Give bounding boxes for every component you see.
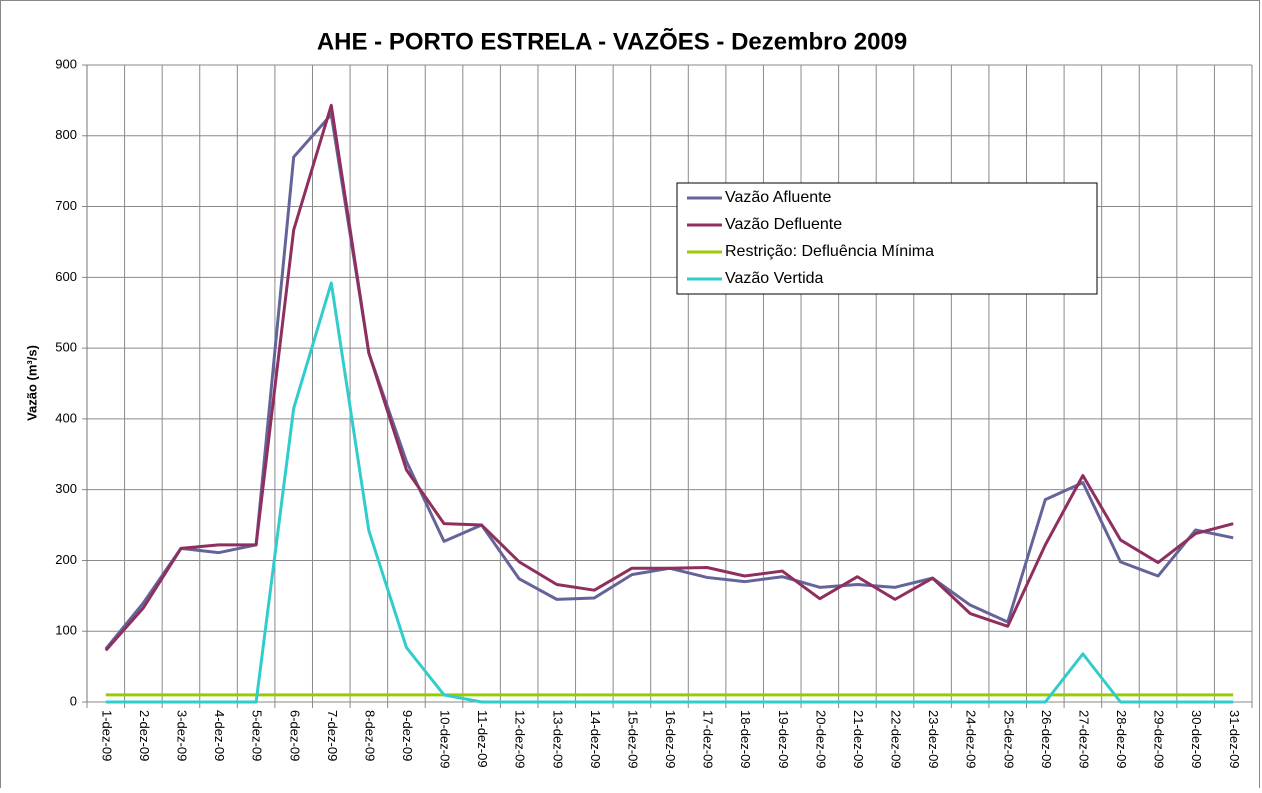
x-tick-label: 17-dez-09 bbox=[701, 710, 716, 769]
x-tick-label: 2-dez-09 bbox=[137, 710, 152, 761]
y-tick-label: 800 bbox=[55, 127, 77, 142]
legend-box bbox=[676, 182, 1098, 295]
x-tick-label: 4-dez-09 bbox=[212, 710, 227, 761]
y-tick-label: 700 bbox=[55, 198, 77, 213]
legend-label: Vazão Defluente bbox=[725, 216, 842, 233]
x-tick-label: 9-dez-09 bbox=[400, 710, 415, 761]
x-tick-label: 5-dez-09 bbox=[250, 710, 265, 761]
x-tick-label: 11-dez-09 bbox=[475, 710, 490, 768]
y-tick-label: 300 bbox=[55, 481, 77, 496]
y-tick-label: 200 bbox=[55, 552, 77, 567]
x-tick-label: 3-dez-09 bbox=[175, 710, 190, 761]
x-tick-label: 19-dez-09 bbox=[776, 710, 791, 769]
legend-label: Restrição: Defluência Mínima bbox=[725, 243, 934, 260]
x-tick-label: 12-dez-09 bbox=[513, 710, 528, 769]
legend-label: Vazão Vertida bbox=[725, 270, 824, 287]
x-tick-label: 29-dez-09 bbox=[1152, 710, 1167, 769]
x-tick-label: 20-dez-09 bbox=[813, 710, 828, 769]
x-tick-label: 27-dez-09 bbox=[1076, 710, 1091, 769]
x-tick-label: 15-dez-09 bbox=[625, 710, 640, 769]
x-tick-label: 13-dez-09 bbox=[550, 710, 565, 769]
series-line bbox=[104, 103, 1234, 652]
y-tick-label: 0 bbox=[70, 693, 77, 708]
x-tick-label: 21-dez-09 bbox=[851, 710, 866, 769]
x-tick-label: 24-dez-09 bbox=[964, 710, 979, 769]
x-tick-label: 14-dez-09 bbox=[588, 710, 603, 769]
chart-title: AHE - PORTO ESTRELA - VAZÕES - Dezembro … bbox=[317, 27, 907, 55]
y-axis-label: Vazão (m³/s) bbox=[24, 345, 39, 421]
y-tick-label: 100 bbox=[55, 623, 77, 638]
legend-label: Vazão Afluente bbox=[725, 189, 832, 206]
x-tick-label: 22-dez-09 bbox=[889, 710, 904, 769]
x-tick-label: 18-dez-09 bbox=[738, 710, 753, 769]
series-line bbox=[105, 281, 1234, 704]
y-tick-label: 400 bbox=[55, 410, 77, 425]
x-tick-label: 16-dez-09 bbox=[663, 710, 678, 769]
x-tick-label: 8-dez-09 bbox=[362, 710, 377, 761]
y-tick-label: 900 bbox=[55, 56, 77, 71]
x-tick-label: 23-dez-09 bbox=[926, 710, 941, 769]
y-tick-label: 500 bbox=[55, 340, 77, 355]
x-tick-label: 28-dez-09 bbox=[1114, 710, 1129, 769]
x-tick-label: 6-dez-09 bbox=[287, 710, 302, 761]
x-tick-label: 30-dez-09 bbox=[1189, 710, 1204, 769]
x-tick-label: 10-dez-09 bbox=[438, 710, 453, 769]
x-tick-label: 31-dez-09 bbox=[1227, 710, 1242, 769]
x-tick-label: 1-dez-09 bbox=[99, 710, 114, 761]
x-tick-label: 25-dez-09 bbox=[1001, 710, 1016, 769]
x-tick-label: 26-dez-09 bbox=[1039, 710, 1054, 769]
x-tick-label: 7-dez-09 bbox=[325, 710, 340, 761]
y-tick-label: 600 bbox=[55, 269, 77, 284]
